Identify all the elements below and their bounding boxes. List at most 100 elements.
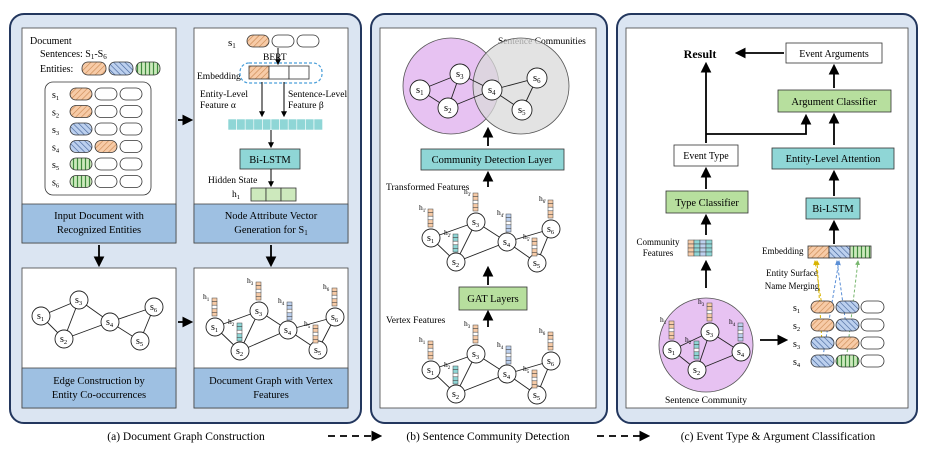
sentence-label-1: s1: [52, 90, 59, 102]
sentence-label-1: s1: [793, 303, 800, 315]
feature-cell: [737, 337, 744, 342]
node-label-s2: s2: [236, 346, 243, 358]
entity-pill: [69, 122, 93, 136]
node-s1: [662, 340, 682, 360]
feature-cell: [331, 302, 338, 307]
node-s5: [130, 331, 150, 351]
entity-feature-label-2: Feature α: [200, 101, 236, 111]
node-label-s4: s4: [503, 237, 511, 249]
embedding-dashed-frame: [239, 62, 323, 84]
vertex-features-label: Vertex Features: [386, 316, 446, 326]
entity-pill: [94, 87, 118, 101]
feature-cell: [236, 337, 243, 342]
node-label-s5: s5: [518, 105, 526, 117]
node-label-s1: s1: [211, 322, 218, 334]
node-label-s5: s5: [314, 345, 321, 357]
feature-cell: [531, 380, 538, 385]
feature-cell: [427, 212, 434, 217]
feature-cell: [227, 118, 237, 131]
feature-cell: [244, 118, 255, 131]
doc-title: Document: [30, 36, 72, 47]
feature-cell: [472, 339, 479, 344]
feature-label-h5: h5': [523, 232, 530, 243]
caption-c: (c) Event Type & Argument Classification: [681, 431, 876, 443]
node-s2: [446, 252, 466, 272]
node-s6: [541, 351, 561, 371]
node-s1: [205, 317, 225, 337]
community-features-label-2: Features: [643, 248, 674, 258]
feature-cell: [427, 219, 434, 224]
node-s3: [69, 290, 89, 310]
event-arguments-box: [785, 42, 883, 64]
sentence-label-5: s5: [52, 160, 59, 172]
entity-pill: [810, 318, 835, 332]
feature-cell: [693, 344, 700, 349]
transformed-features-label: Transformed Features: [386, 182, 470, 193]
node-label-s4: s4: [503, 369, 511, 381]
node-label-s2: s2: [452, 257, 459, 269]
node-s4: [278, 320, 298, 340]
feature-cell: [737, 333, 744, 338]
sentence-label-2: s2: [52, 108, 59, 120]
sentence-feature-label-2: Feature β: [288, 101, 324, 111]
feature-cell: [452, 244, 459, 249]
feature-cell: [312, 331, 319, 337]
feature-cell: [452, 369, 459, 374]
entity-pill: [69, 157, 93, 171]
sentence-community-graph: s1 h1 s2 h2 s3 h3 s4 h4: [660, 297, 751, 380]
feature-label-h6: h6: [323, 282, 330, 293]
feature-cell: [668, 331, 675, 336]
feature-cell: [668, 320, 675, 325]
feature-cell: [531, 252, 538, 257]
entity-attention-box: [771, 147, 895, 170]
node-attribute-label-2: Generation for S1: [234, 225, 308, 237]
feature-cell: [236, 118, 246, 131]
entity-pill: [246, 34, 270, 48]
feature-label-h3: h3: [698, 297, 705, 308]
feature-cell: [547, 214, 554, 219]
input-document-label-box: [21, 203, 177, 244]
embedding-label-c: Embedding: [762, 246, 804, 256]
feature-cell: [452, 248, 459, 253]
entity-pill: [94, 157, 118, 171]
argument-classifier-box: [777, 89, 892, 113]
community-feature-cell: [699, 247, 707, 253]
entity-pill: [810, 354, 835, 368]
entity-pill: [810, 336, 835, 350]
feature-cell: [505, 213, 512, 218]
sentence-list: s1 s2 s3 s4 s5 s6: [52, 87, 143, 190]
community-feature-cell: [705, 243, 713, 249]
node-label-s4: s4: [284, 325, 292, 337]
feature-cell: [472, 207, 479, 212]
feature-cell: [427, 355, 434, 360]
entity-pill: [296, 34, 320, 48]
feature-cell: [255, 296, 262, 301]
feature-cell: [427, 347, 434, 353]
feature-cell: [296, 118, 306, 131]
feature-label-h6: h6: [539, 326, 546, 337]
feature-label-h5: h5: [523, 364, 530, 375]
entity-feature-label-1: Entity-Level: [200, 90, 248, 100]
community-detection-label: Community Detection Layer: [432, 155, 553, 166]
feature-cell: [547, 210, 554, 215]
feature-cell: [505, 360, 512, 365]
entity-attention-label: Entity-Level Attention: [786, 154, 882, 165]
feature-cell: [270, 118, 280, 131]
feature-cell: [286, 312, 293, 317]
node-label-s1: s1: [416, 85, 424, 97]
node-label-s4: s4: [737, 347, 745, 359]
feature-label-h2: h2: [228, 317, 235, 328]
node-label-s5: s5: [533, 258, 540, 270]
entity-pill: [835, 354, 860, 368]
entity-green: [135, 61, 161, 76]
community-feature-cell: [687, 247, 695, 253]
community-feature-cell: [699, 251, 707, 257]
feature-label-h3: h3: [247, 276, 254, 287]
community-feature-cell: [693, 243, 701, 249]
feature-cell: [472, 335, 479, 340]
community-feature-cell: [699, 243, 707, 249]
embedding-label: Embedding: [197, 72, 241, 82]
argument-classifier-label: Argument Classifier: [791, 97, 877, 108]
entity-pill: [119, 140, 143, 153]
node-s3: [700, 322, 720, 342]
